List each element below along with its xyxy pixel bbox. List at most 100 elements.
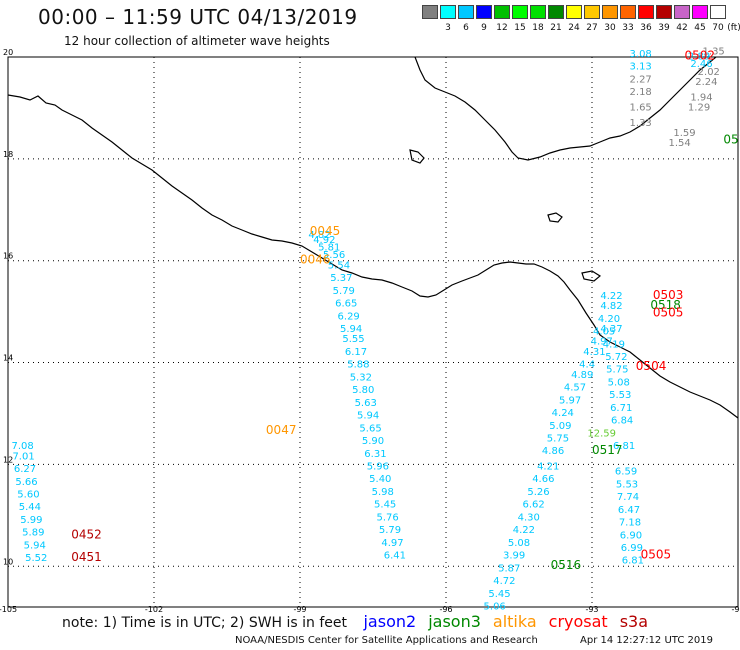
- wave-height-value: 5.56: [323, 250, 345, 261]
- wave-height-value: 5.76: [376, 512, 398, 523]
- legend-note: note: 1) Time is in UTC; 2) SWH is in fe…: [62, 615, 348, 631]
- wave-height-value: 4.31: [583, 347, 605, 358]
- island-2: [547, 212, 563, 223]
- pass-time-labels: 0045004600470502115114051905030518050505…: [71, 49, 740, 572]
- wave-height-values: 4.824.925.815.565.545.375.796.656.295.94…: [11, 46, 724, 612]
- pass-time-label: 0516: [551, 558, 582, 572]
- wave-height-value: 5.98: [372, 487, 394, 498]
- wave-height-value: 5.08: [608, 377, 630, 388]
- lat-label: 18: [3, 150, 13, 159]
- wave-height-value: 4.66: [532, 474, 554, 485]
- wave-height-value: 6.84: [611, 416, 633, 427]
- pass-time-label: 0452: [71, 527, 102, 541]
- scale-swatch: [674, 5, 690, 19]
- wave-height-value: 5.32: [350, 372, 372, 383]
- legend-satellites: jason2 jason3 altika cryosat s3a: [351, 612, 649, 631]
- legend-satellite-altika: altika: [492, 612, 537, 631]
- wave-height-value: 4.22: [600, 291, 622, 302]
- wave-height-value: 6.99: [621, 543, 643, 554]
- lat-label: 16: [3, 252, 13, 261]
- wave-height-value: 6.81: [622, 556, 644, 567]
- wave-height-value: 2.18: [630, 87, 652, 98]
- pass-time-label: 0502: [684, 49, 715, 63]
- scale-label: 45: [694, 23, 706, 33]
- scale-label: 6: [463, 23, 469, 33]
- wave-height-value: 3.99: [503, 551, 525, 562]
- wave-height-value: 4.82: [600, 301, 622, 312]
- wave-height-value: 1.59: [673, 128, 695, 139]
- wave-height-value: 4.82: [308, 230, 330, 241]
- wave-height-value: 6.62: [522, 500, 544, 511]
- scale-label: 12: [496, 23, 508, 33]
- wave-height-value: 3.08: [630, 49, 652, 60]
- wave-height-value: 5.53: [616, 479, 638, 490]
- lon-label: -102: [145, 605, 163, 614]
- wave-height-value: 1.65: [630, 102, 652, 113]
- wave-height-value: 5.65: [359, 423, 381, 434]
- scale-swatch: [566, 5, 582, 19]
- scale-swatch: [548, 5, 564, 19]
- wave-height-value: 5.52: [25, 553, 47, 564]
- pass-time-label: 0505: [641, 548, 672, 562]
- wave-height-value: 5.37: [330, 273, 352, 284]
- wave-height-value: 4.19: [603, 339, 625, 350]
- wave-height-value: 5.80: [352, 385, 374, 396]
- coastline: [7, 56, 739, 419]
- wave-height-value: 5.90: [362, 436, 384, 447]
- scale-swatch: [692, 5, 708, 19]
- pass-time-label: 0517: [592, 443, 623, 457]
- wave-height-value: 6.71: [610, 403, 632, 414]
- lon-label: -105: [0, 605, 17, 614]
- lat-label: 20: [3, 48, 13, 57]
- wave-height-value: 4.05: [593, 327, 615, 338]
- pass-time-label: 0518: [650, 298, 681, 312]
- wave-height-value: 5.54: [328, 260, 350, 271]
- wave-height-value: 5.75: [606, 365, 628, 376]
- wave-height-value: 5.06: [484, 602, 506, 613]
- scale-swatch: [620, 5, 636, 19]
- scale-label: 3: [445, 23, 451, 33]
- graticule: [8, 56, 738, 607]
- wave-height-value: 1.29: [688, 102, 710, 113]
- wave-height-value: 5.63: [355, 398, 377, 409]
- coastline-north: [414, 56, 717, 161]
- scale-swatch: [440, 5, 456, 19]
- wave-height-value: 5.72: [605, 352, 627, 363]
- wave-height-value: 1.35: [703, 46, 725, 57]
- scale-swatch: [422, 5, 438, 19]
- wave-height-value: 2.46: [690, 59, 712, 70]
- legend-satellite-jason3: jason3: [428, 612, 481, 631]
- wave-height-value: 5.88: [347, 360, 369, 371]
- legend-satellite-s3a: s3a: [619, 612, 649, 631]
- wave-height-value: 7.08: [11, 441, 33, 452]
- wave-height-value: 3.13: [630, 62, 652, 73]
- wave-height-value: 6.47: [618, 505, 640, 516]
- scale-label: 30: [604, 23, 616, 33]
- scale-unit: (ft): [727, 23, 740, 33]
- wave-height-value: 5.45: [488, 589, 510, 600]
- wave-height-value: 6.90: [620, 530, 642, 541]
- wave-height-value: 6.31: [364, 449, 386, 460]
- wave-height-value: 5.81: [318, 243, 340, 254]
- wave-height-value: 5.55: [342, 334, 364, 345]
- legend-satellite-cryosat: cryosat: [548, 612, 608, 631]
- map-title: 00:00 – 11:59 UTC 04/13/2019: [38, 5, 358, 29]
- wave-height-value: 5.60: [17, 490, 39, 501]
- scale-label: 18: [532, 23, 544, 33]
- scale-swatch: [584, 5, 600, 19]
- wave-height-value: 4.72: [493, 576, 515, 587]
- scale-label: 9: [481, 23, 487, 33]
- legend-satellite-jason2: jason2: [363, 612, 417, 631]
- scale-swatch: [656, 5, 672, 19]
- lat-label: 10: [3, 557, 13, 566]
- wave-height-value: 5.96: [367, 462, 389, 473]
- wave-height-value: 4.4: [579, 360, 595, 371]
- scale-swatch: [530, 5, 546, 19]
- pass-time-label: 0503: [653, 288, 684, 302]
- wave-height-value: 2.89: [688, 52, 710, 63]
- wave-height-value: 5.08: [508, 538, 530, 549]
- wave-height-value: 5.79: [379, 525, 401, 536]
- scale-label: 39: [658, 23, 670, 33]
- wave-height-value: 4.37: [600, 324, 622, 335]
